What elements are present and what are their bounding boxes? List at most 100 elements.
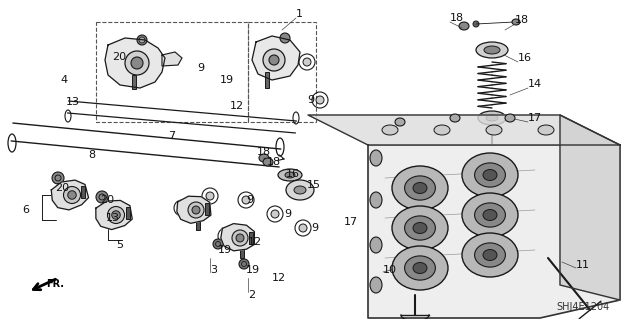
Text: 13: 13	[106, 213, 120, 223]
Text: 1: 1	[296, 9, 303, 19]
Text: 9: 9	[197, 63, 204, 73]
Text: 8: 8	[88, 150, 95, 160]
Text: 10: 10	[383, 265, 397, 275]
Polygon shape	[162, 52, 182, 66]
Bar	[240, 246, 244, 258]
Ellipse shape	[280, 33, 290, 43]
Ellipse shape	[392, 166, 448, 210]
Text: 18: 18	[450, 13, 464, 23]
Text: 18: 18	[257, 147, 271, 157]
Ellipse shape	[404, 216, 435, 240]
Text: 11: 11	[576, 260, 590, 270]
Ellipse shape	[413, 263, 427, 273]
Ellipse shape	[294, 186, 306, 194]
Text: 13: 13	[66, 97, 80, 107]
Ellipse shape	[286, 180, 314, 200]
Ellipse shape	[475, 163, 506, 187]
Ellipse shape	[271, 210, 279, 218]
Text: 9: 9	[284, 209, 291, 219]
Text: 4: 4	[60, 75, 67, 85]
Ellipse shape	[538, 125, 554, 135]
Text: 17: 17	[344, 217, 358, 227]
Text: 9: 9	[246, 195, 253, 205]
Ellipse shape	[222, 232, 230, 240]
Ellipse shape	[483, 249, 497, 261]
Bar	[132, 75, 136, 89]
Text: 15: 15	[307, 180, 321, 190]
Ellipse shape	[52, 172, 64, 184]
Text: 12: 12	[248, 237, 262, 247]
Ellipse shape	[232, 230, 248, 246]
Ellipse shape	[395, 118, 405, 126]
Ellipse shape	[131, 57, 143, 69]
Polygon shape	[308, 115, 620, 145]
Ellipse shape	[475, 203, 506, 227]
Ellipse shape	[192, 206, 200, 214]
Ellipse shape	[178, 204, 186, 212]
Text: 19: 19	[220, 75, 234, 85]
Ellipse shape	[475, 243, 506, 267]
Ellipse shape	[108, 206, 125, 224]
Text: 16: 16	[518, 53, 532, 63]
Text: 19: 19	[218, 245, 232, 255]
Ellipse shape	[242, 196, 250, 204]
Text: 2: 2	[248, 290, 255, 300]
Ellipse shape	[483, 169, 497, 181]
Ellipse shape	[236, 234, 244, 242]
Ellipse shape	[370, 192, 382, 208]
Ellipse shape	[392, 206, 448, 250]
Ellipse shape	[125, 51, 149, 75]
Text: 18: 18	[515, 15, 529, 25]
Ellipse shape	[484, 46, 500, 54]
Bar	[96, 22, 248, 122]
Text: 5: 5	[116, 240, 123, 250]
Ellipse shape	[413, 222, 427, 234]
Text: 7: 7	[168, 131, 175, 141]
Text: 17: 17	[528, 113, 542, 123]
Ellipse shape	[137, 35, 147, 45]
Ellipse shape	[476, 42, 508, 58]
Text: SHJ4E1204: SHJ4E1204	[557, 302, 610, 312]
Ellipse shape	[404, 176, 435, 200]
Ellipse shape	[269, 55, 279, 65]
Ellipse shape	[263, 49, 285, 71]
Ellipse shape	[370, 277, 382, 293]
Ellipse shape	[462, 153, 518, 197]
Text: 9: 9	[311, 223, 318, 233]
Text: 18: 18	[267, 157, 281, 167]
Ellipse shape	[263, 158, 273, 166]
Text: 3: 3	[210, 265, 217, 275]
Ellipse shape	[63, 187, 81, 204]
Ellipse shape	[303, 58, 311, 66]
Polygon shape	[51, 180, 88, 210]
Polygon shape	[560, 115, 620, 300]
Text: FR.: FR.	[46, 279, 64, 289]
Ellipse shape	[450, 114, 460, 122]
Ellipse shape	[299, 224, 307, 232]
Bar	[248, 22, 316, 122]
Ellipse shape	[188, 202, 204, 218]
Ellipse shape	[462, 193, 518, 237]
Ellipse shape	[139, 37, 145, 43]
Ellipse shape	[316, 96, 324, 104]
Ellipse shape	[285, 172, 295, 178]
Ellipse shape	[434, 125, 450, 135]
Ellipse shape	[404, 256, 435, 280]
Text: 12: 12	[230, 101, 244, 111]
Text: 20: 20	[55, 183, 69, 193]
Bar	[249, 232, 253, 244]
Ellipse shape	[96, 191, 108, 203]
Ellipse shape	[206, 192, 214, 200]
Ellipse shape	[112, 211, 120, 219]
Ellipse shape	[486, 125, 502, 135]
Ellipse shape	[392, 246, 448, 290]
Polygon shape	[177, 196, 211, 223]
Ellipse shape	[478, 111, 506, 125]
Ellipse shape	[462, 233, 518, 277]
Ellipse shape	[505, 114, 515, 122]
Polygon shape	[105, 38, 165, 88]
Ellipse shape	[370, 150, 382, 166]
Ellipse shape	[512, 19, 520, 25]
Ellipse shape	[239, 259, 249, 269]
Text: 6: 6	[22, 205, 29, 215]
